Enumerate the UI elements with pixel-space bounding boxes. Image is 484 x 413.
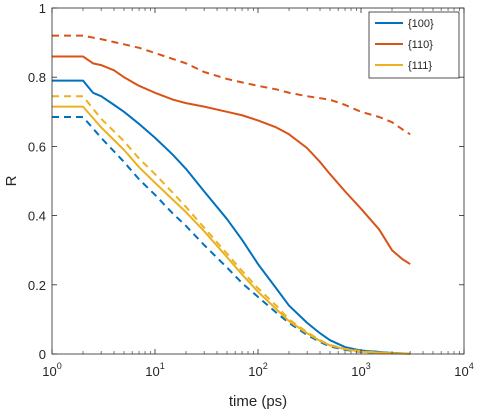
legend-label: {111} [408,60,432,72]
x-tick-label: 102 [248,361,267,379]
series-line-111-dashed [52,95,411,355]
x-axis-label: time (ps) [229,393,287,410]
y-axis-label: R [3,175,20,186]
y-tick-label: 0.4 [28,209,46,224]
legend-label: {110} [408,39,433,51]
y-tick-label: 1 [39,1,46,16]
tick-layer: 100 101 102 103 104 0 0.2 0.4 0.6 0.8 1 [28,1,474,379]
series-line-100-solid [52,79,411,355]
x-tick-label: 100 [42,361,61,379]
series-line-110-solid [52,55,411,265]
series-line-100-dashed [52,115,411,355]
y-tick-label: 0.8 [28,70,46,85]
legend-label: {100} [408,18,434,30]
y-tick-label: 0 [39,347,46,362]
legend: {100} {110} {111} [368,11,460,79]
x-tick-label: 101 [145,361,164,379]
y-tick-label: 0.6 [28,139,46,154]
series-line-110-dashed [52,34,411,136]
y-tick-label: 0.2 [28,278,46,293]
x-tick-label: 103 [351,361,370,379]
series-layer [52,34,411,355]
x-tick-label: 104 [454,361,473,379]
series-line-111-solid [52,105,411,355]
